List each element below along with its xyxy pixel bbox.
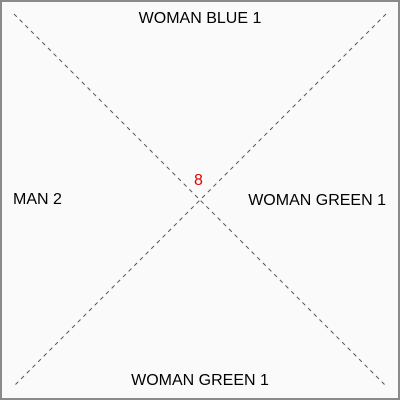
top-label[interactable]: WOMAN BLUE 1 (138, 10, 262, 27)
right-label[interactable]: WOMAN GREEN 1 (248, 192, 386, 209)
left-label[interactable]: MAN 2 (13, 191, 62, 208)
center-number: 8 (194, 172, 203, 189)
bottom-label[interactable]: WOMAN GREEN 1 (131, 372, 269, 389)
